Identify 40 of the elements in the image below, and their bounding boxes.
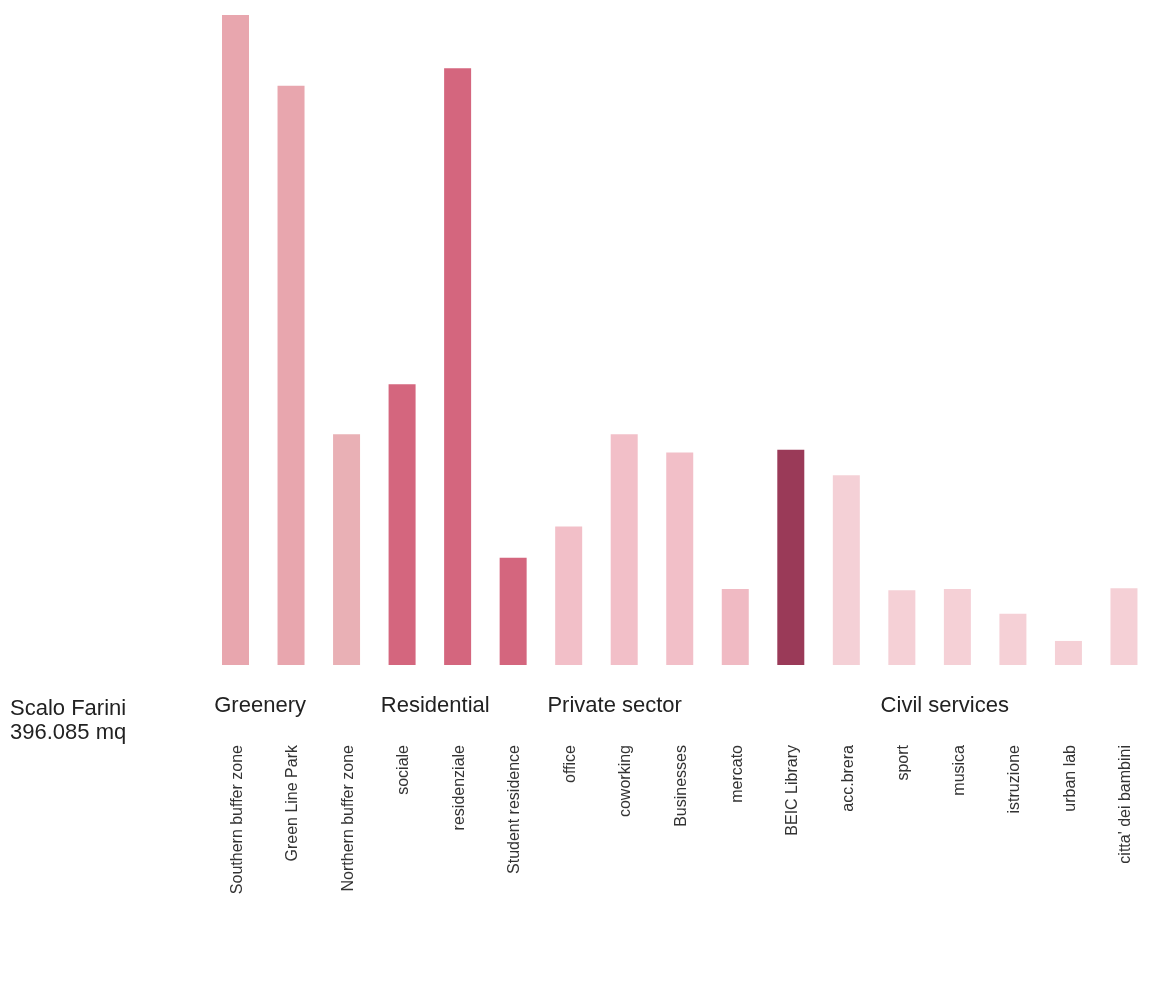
text: Residential — [380, 692, 490, 717]
bar — [666, 452, 694, 665]
bar — [832, 475, 860, 665]
x-tick-label: musica — [949, 744, 967, 796]
bar — [499, 557, 527, 665]
x-tick-label: Businesses — [672, 745, 689, 827]
x-tick-label: urban lab — [1060, 744, 1078, 812]
x-tick-label: BEIC Library — [783, 745, 801, 836]
text: 396.085 mq — [10, 719, 127, 744]
bar — [333, 434, 361, 665]
x-tick-label: coworking — [616, 745, 634, 818]
x-tick-label: acc.brera — [838, 744, 856, 812]
bar — [1054, 640, 1082, 665]
x-tick-label: mercato — [727, 744, 745, 803]
text: Greenery — [214, 692, 306, 717]
x-tick-label: office — [560, 744, 578, 783]
x-tick-label: Green Line Park — [283, 744, 301, 862]
text: Private sector — [547, 692, 682, 717]
bar — [222, 15, 249, 665]
x-tick-label: sociale — [394, 744, 412, 795]
bar — [388, 384, 416, 665]
bar — [888, 590, 916, 665]
x-tick-label: istruzione — [1005, 744, 1023, 814]
bar — [1110, 588, 1138, 665]
x-tick-label: citta' dei bambini — [1116, 745, 1134, 864]
bar — [943, 588, 971, 665]
bar — [721, 588, 749, 665]
bar — [610, 434, 638, 665]
x-tick-label: Student residence — [505, 744, 523, 874]
x-tick-label: Southern buffer zone — [227, 744, 245, 895]
bar — [999, 613, 1027, 665]
text: Scalo Farini — [10, 695, 127, 720]
bar — [444, 68, 472, 665]
bar — [777, 449, 805, 665]
x-tick-label: residenziale — [449, 744, 467, 831]
bar — [555, 526, 583, 665]
x-tick-label: Northern buffer zone — [338, 744, 356, 892]
text: Civil services — [880, 692, 1009, 717]
x-tick-label: sport — [894, 744, 912, 781]
bar — [277, 85, 305, 665]
